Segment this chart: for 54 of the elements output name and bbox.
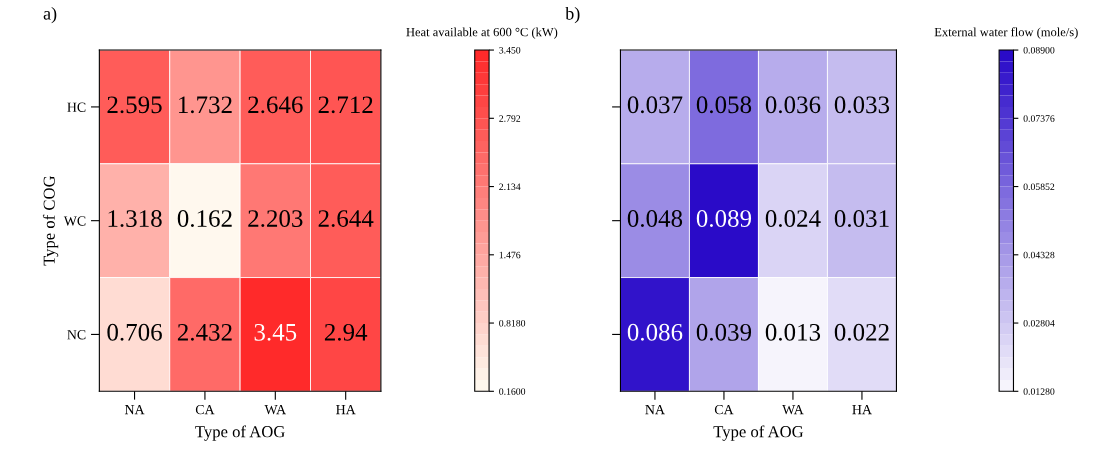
x-tick-label: WA	[264, 404, 286, 415]
data-label: 1.732	[179, 96, 232, 114]
data-label: 0.031	[834, 210, 889, 228]
data-label: 0.089	[696, 210, 752, 228]
x-tick-label: HA	[336, 404, 356, 415]
color-bar-label: 0.07376	[1023, 115, 1055, 122]
color-bar-label: 0.8180	[499, 319, 526, 327]
data-label: 0.162	[177, 210, 232, 228]
x-tick-label: WA	[782, 404, 804, 415]
y-tick-label: WC	[63, 216, 86, 226]
chart-title: b)	[565, 6, 580, 24]
color-bar-label: 0.04328	[1023, 251, 1055, 259]
x-axis-title: Type of AOG	[195, 425, 285, 441]
color-bar-title: External water flow (mole/s)	[934, 27, 1078, 39]
x-tick-label: NA	[124, 404, 145, 415]
color-bar-label: 3.450	[499, 46, 521, 54]
data-label: 1.318	[108, 210, 162, 228]
color-bar-label: 2.792	[499, 115, 521, 122]
y-tick-label: HC	[67, 102, 86, 112]
data-label: 0.706	[107, 323, 162, 341]
x-axis-title: Type of AOG	[713, 425, 804, 441]
data-label: 0.036	[765, 96, 821, 114]
data-label: 2.94	[324, 323, 368, 341]
color-bar-label: 1.476	[499, 251, 521, 259]
data-label: 2.644	[318, 210, 374, 228]
data-label: 0.058	[696, 96, 752, 114]
data-label: 2.646	[248, 96, 303, 114]
x-tick-label: HA	[852, 404, 872, 415]
color-bar-label: 0.01280	[1023, 388, 1055, 395]
x-tick-label: CA	[195, 404, 215, 415]
x-tick-label: CA	[714, 404, 734, 415]
y-tick-label: NC	[67, 330, 86, 340]
data-label: 2.203	[248, 210, 303, 228]
data-label: 2.432	[177, 323, 232, 341]
color-bar-title: Heat available at 600 °C (kW)	[406, 27, 558, 39]
data-label: 0.037	[627, 96, 683, 114]
data-label: 0.024	[765, 210, 821, 228]
data-label: 2.712	[318, 96, 373, 114]
data-label: 0.022	[834, 323, 889, 341]
color-bar-label: 0.05852	[1023, 183, 1055, 191]
color-bar-label: 0.1600	[499, 388, 526, 395]
data-label: 0.039	[696, 323, 752, 341]
chart-title: a)	[43, 6, 57, 24]
data-label: 0.086	[627, 323, 683, 341]
data-label: 3.45	[254, 323, 297, 341]
data-label: 0.033	[834, 96, 890, 114]
data-label: 0.048	[627, 210, 683, 228]
data-label: 2.595	[107, 96, 162, 114]
x-tick-label: NA	[645, 404, 665, 415]
color-bar-label: 0.02804	[1023, 319, 1055, 327]
y-axis-title: Type of COG	[42, 175, 59, 266]
color-bar-label: 2.134	[499, 183, 521, 191]
color-bar-label: 0.08900	[1023, 46, 1055, 54]
data-label: 0.013	[765, 323, 821, 341]
